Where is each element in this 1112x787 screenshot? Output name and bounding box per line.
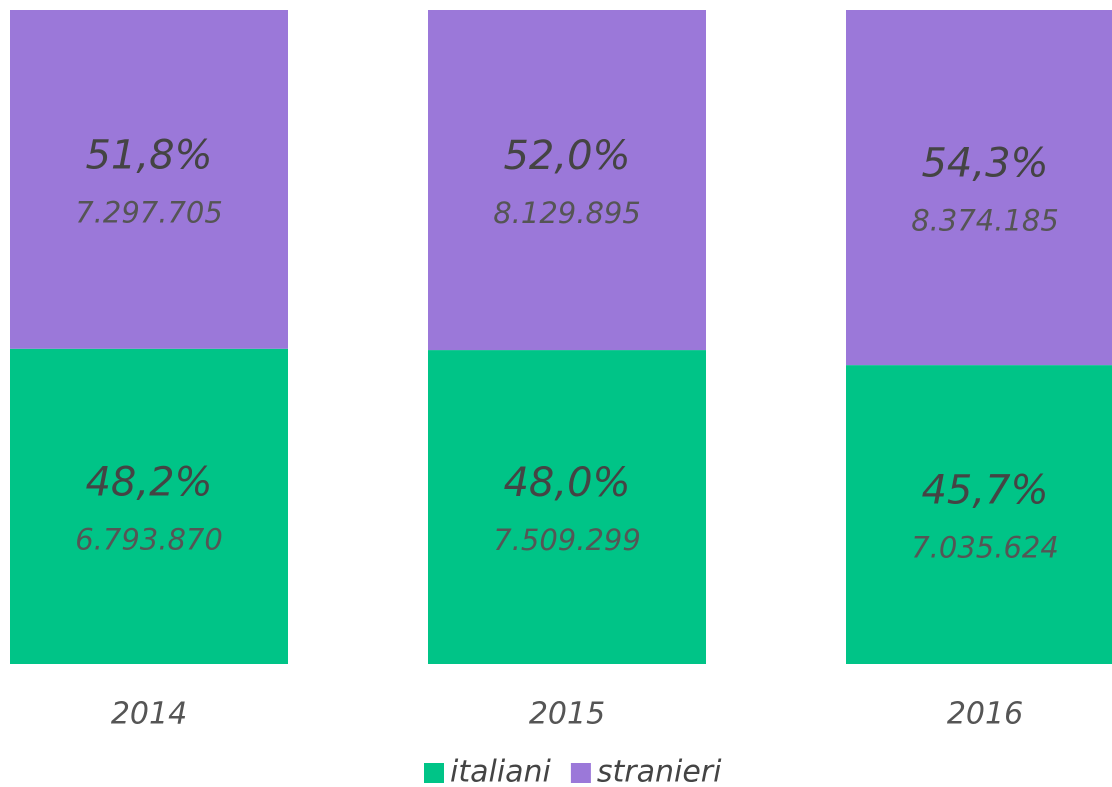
value-label: 48,0% — [503, 460, 630, 506]
legend-swatch — [424, 763, 444, 783]
legend-label: italiani — [450, 755, 552, 787]
x-tick-label: 2016 — [947, 697, 1023, 732]
value-label: 45,7% — [921, 468, 1048, 514]
legend-swatch — [570, 763, 591, 783]
count-label: 7.509.299 — [493, 523, 641, 557]
legend-label: stranieri — [597, 755, 722, 787]
count-label: 8.129.895 — [493, 196, 641, 230]
value-label: 54,3% — [921, 141, 1048, 187]
count-label: 6.793.870 — [75, 522, 223, 556]
count-label: 7.297.705 — [75, 195, 223, 229]
bar-segment — [10, 348, 288, 664]
value-label: 52,0% — [503, 133, 630, 179]
bar-segment — [846, 365, 1112, 664]
bar-segment — [428, 10, 706, 351]
count-label: 8.374.185 — [911, 204, 1059, 238]
value-label: 48,2% — [85, 459, 212, 505]
count-label: 7.035.624 — [911, 531, 1059, 565]
bar-segment — [846, 10, 1112, 366]
x-tick-label: 2014 — [111, 697, 187, 732]
value-label: 51,8% — [85, 132, 212, 178]
x-tick-label: 2015 — [529, 697, 605, 732]
bar-segment — [10, 10, 288, 349]
bar-segment — [428, 350, 706, 664]
